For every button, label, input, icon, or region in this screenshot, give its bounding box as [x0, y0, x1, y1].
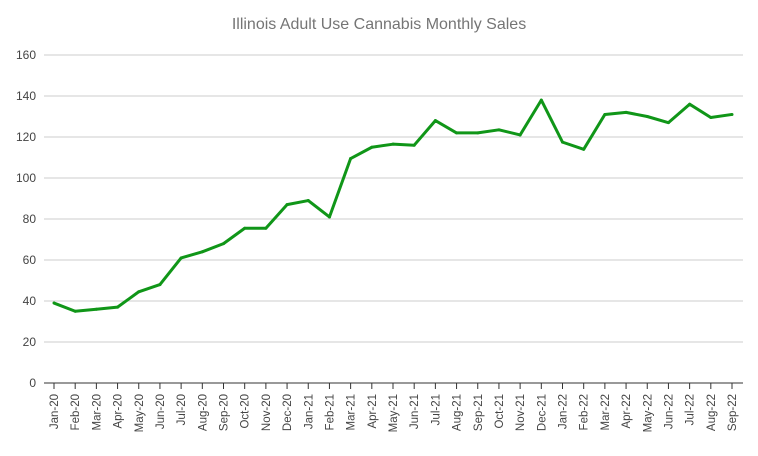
data-point — [370, 145, 374, 149]
data-point — [709, 116, 713, 120]
y-tick-label: 60 — [23, 253, 37, 267]
x-tick-label: Dec-20 — [282, 394, 294, 431]
data-point — [645, 115, 649, 118]
x-tick-label: Jun-21 — [409, 394, 421, 429]
data-point — [582, 147, 586, 151]
y-tick-label: 20 — [23, 335, 37, 349]
data-point — [561, 140, 564, 144]
x-tick-label: Feb-21 — [324, 394, 336, 430]
data-point — [264, 226, 268, 230]
y-tick-label: 140 — [16, 89, 36, 103]
data-point — [349, 157, 353, 161]
data-point — [179, 256, 183, 260]
data-point — [158, 283, 162, 287]
data-point — [327, 215, 331, 219]
x-tick-label: Jul-22 — [685, 394, 697, 425]
data-point — [688, 102, 692, 106]
data-point — [243, 226, 247, 230]
x-tick-label: Jul-21 — [430, 394, 442, 425]
x-tick-label: Aug-20 — [197, 394, 209, 431]
x-tick-label: Nov-21 — [515, 394, 527, 431]
x-tick-label: Jan-20 — [49, 394, 61, 429]
x-tick-label: Mar-22 — [600, 394, 612, 430]
x-tick-label: Jan-22 — [558, 394, 570, 429]
x-tick-label: Apr-21 — [367, 394, 379, 429]
data-point — [539, 98, 543, 102]
x-tick-label: Mar-21 — [346, 394, 358, 430]
data-point — [603, 112, 607, 116]
x-tick-label: Sep-22 — [727, 394, 739, 431]
x-tick-label: Jan-21 — [303, 394, 315, 429]
data-point — [476, 131, 480, 135]
y-tick-label: 100 — [16, 171, 36, 185]
x-tick-label: Feb-22 — [579, 394, 591, 430]
data-point — [94, 307, 98, 311]
x-tick-label: Aug-22 — [706, 394, 718, 431]
x-tick-label: Oct-21 — [494, 394, 506, 429]
y-tick-label: 80 — [23, 212, 37, 226]
data-point — [200, 250, 204, 254]
x-tick-label: May-20 — [134, 394, 146, 432]
data-point — [391, 142, 395, 146]
x-tick-label: Apr-22 — [621, 394, 633, 429]
x-tick-label: Sep-20 — [219, 394, 231, 431]
data-point — [730, 112, 734, 116]
x-tick-label: May-21 — [388, 394, 400, 432]
data-point — [137, 290, 141, 294]
y-tick-label: 0 — [29, 376, 36, 390]
x-tick-label: Jun-22 — [663, 394, 675, 429]
y-tick-label: 40 — [23, 294, 37, 308]
data-point — [666, 121, 670, 125]
data-point — [518, 133, 522, 137]
data-point — [285, 203, 289, 207]
data-point — [624, 110, 628, 114]
x-tick-label: Oct-20 — [240, 394, 252, 429]
data-point — [73, 309, 77, 313]
x-tick-label: Jul-20 — [176, 394, 188, 425]
y-tick-label: 120 — [16, 130, 36, 144]
x-tick-label: Apr-20 — [113, 394, 125, 429]
chart-title: Illinois Adult Use Cannabis Monthly Sale… — [232, 16, 526, 33]
y-tick-label: 160 — [16, 48, 36, 62]
x-tick-label: May-22 — [642, 394, 654, 432]
data-point — [306, 199, 310, 203]
data-point — [497, 128, 501, 132]
x-tick-label: Sep-21 — [473, 394, 485, 431]
x-tick-label: Nov-20 — [261, 394, 273, 431]
data-point — [455, 131, 459, 135]
x-tick-label: Jun-20 — [155, 394, 167, 429]
data-point — [222, 242, 225, 246]
x-tick-label: Feb-20 — [70, 394, 82, 430]
x-tick-label: Aug-21 — [452, 394, 464, 431]
data-point — [52, 301, 56, 305]
data-point — [116, 305, 120, 309]
data-point — [412, 143, 416, 147]
data-point — [433, 119, 437, 123]
series-line — [53, 98, 733, 313]
x-tick-label: Dec-21 — [536, 394, 548, 431]
x-tick-label: Mar-20 — [91, 394, 103, 430]
